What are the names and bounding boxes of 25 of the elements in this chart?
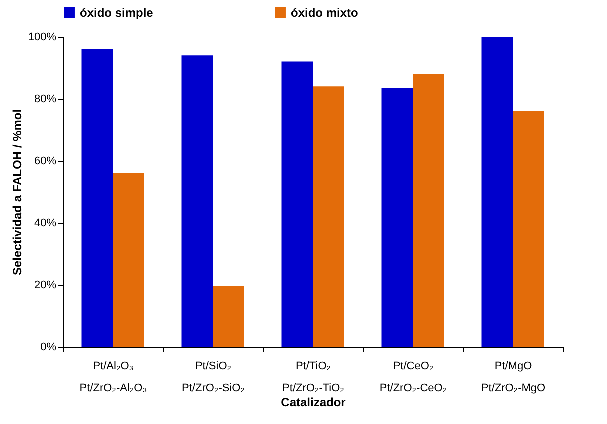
y-tick-label: 60% [34, 156, 57, 168]
bar [482, 37, 513, 347]
bar [313, 86, 344, 347]
x-tick-label: Pt/CeO₂ Pt/ZrO₂-CeO₂ [380, 360, 448, 394]
x-tick-label: Pt/MgO Pt/ZrO₂-MgO [481, 360, 546, 394]
y-axis-title: Selectividad a FALOH / %mol [10, 109, 24, 276]
bar [113, 173, 144, 347]
bar [413, 74, 444, 347]
bar [282, 62, 313, 347]
bar [513, 111, 544, 347]
x-tick-label: Pt/Al₂O₃ Pt/ZrO₂-Al₂O₃ [80, 360, 148, 394]
bar [213, 286, 244, 347]
y-tick-label: 20% [34, 280, 57, 292]
legend-label: óxido simple [80, 6, 154, 20]
bar [82, 49, 113, 347]
y-tick-label: 40% [34, 218, 57, 230]
bar [182, 56, 213, 347]
x-tick-label: Pt/TiO₂ Pt/ZrO₂-TiO₂ [282, 360, 344, 394]
bar [382, 88, 413, 347]
legend-label: óxido mixto [291, 6, 358, 20]
x-axis-title: Catalizador [281, 396, 346, 410]
y-tick-label: 100% [28, 32, 57, 44]
y-tick-label: 80% [34, 94, 57, 106]
y-tick-label: 0% [40, 342, 57, 354]
x-tick-label: Pt/SiO₂ Pt/ZrO₂-SiO₂ [182, 360, 245, 394]
